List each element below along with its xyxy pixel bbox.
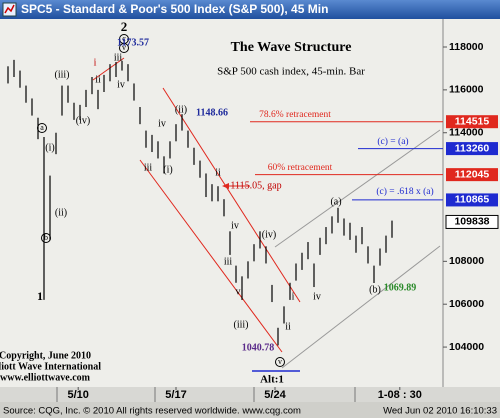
annotation: 1148.66 xyxy=(196,107,228,118)
y-tick-label: 114000 xyxy=(449,127,484,139)
annotation: 1069.89 xyxy=(384,282,417,293)
gap-arrow-head xyxy=(222,183,229,189)
level-label: (c) = .618 x (a) xyxy=(376,186,433,197)
chart-title: The Wave Structure xyxy=(231,40,352,55)
plot-background xyxy=(0,19,500,387)
level-label: (c) = (a) xyxy=(377,136,408,147)
x-tick-label: 5/10 xyxy=(67,389,88,401)
annotation: v xyxy=(278,357,282,366)
footer-timestamp: Wed Jun 02 2010 16:10:33 xyxy=(383,406,497,417)
annotation: a xyxy=(40,123,44,132)
annotation: b xyxy=(44,233,48,242)
annotation: 1040.78 xyxy=(242,342,275,353)
annotation: Copyright, June 2010 xyxy=(0,350,91,361)
annotation: 1115.05, gap xyxy=(230,180,281,191)
annotation: ii xyxy=(285,321,291,332)
annotation: (ii) xyxy=(175,104,187,115)
last-price-label: 109838 xyxy=(454,216,489,228)
annotation: (b) xyxy=(369,284,381,295)
annotation: v xyxy=(122,43,126,52)
x-axis-strip xyxy=(0,387,500,402)
annotation: (ii) xyxy=(55,207,67,218)
annotation: iii xyxy=(114,52,123,63)
footer-bar xyxy=(0,402,500,418)
annotation: i xyxy=(94,57,97,68)
trend-line xyxy=(92,57,125,81)
price-box xyxy=(446,168,498,182)
y-tick-label: 106000 xyxy=(449,298,484,310)
wave-label-circle xyxy=(119,43,129,53)
level-label: 60% retracement xyxy=(268,163,333,173)
y-tick-label: 104000 xyxy=(449,341,484,353)
price-box xyxy=(446,115,498,129)
x-tick-label: 5/17 xyxy=(165,389,186,401)
annotation: v xyxy=(236,286,241,297)
annotation: 2 xyxy=(121,19,128,34)
x-tick-label: 5/24 xyxy=(264,389,286,401)
price-box xyxy=(446,193,498,207)
title-bar xyxy=(0,0,500,19)
annotation: (iii) xyxy=(234,319,249,330)
x-tick-label: 1-08 : 30 xyxy=(378,389,422,401)
annotation: iv xyxy=(117,79,125,90)
window-title: SPC5 - Standard & Poor's 500 Index (S&P … xyxy=(21,2,328,16)
annotation: 1173.57 xyxy=(117,37,149,48)
y-tick-label: 118000 xyxy=(449,41,484,53)
price-box-label: 114515 xyxy=(455,115,490,127)
annotation: iv xyxy=(313,291,321,302)
y-tick-label: 108000 xyxy=(449,255,484,267)
annotation: (i) xyxy=(163,164,172,175)
annotation: Alt:1 xyxy=(260,374,284,386)
price-box-label: 113260 xyxy=(455,142,490,154)
annotation: 1 xyxy=(37,289,43,303)
annotation: iv xyxy=(158,118,166,129)
annotation: (iv) xyxy=(76,115,90,126)
chart-subtitle: S&P 500 cash index, 45-min. Bar xyxy=(217,66,365,78)
last-price-box xyxy=(445,214,499,229)
price-box xyxy=(446,142,498,156)
annotation: iii xyxy=(224,256,233,267)
annotation: www.elliottwave.com xyxy=(0,372,91,383)
channel-line xyxy=(274,129,441,248)
footer-source: Source: CQG, Inc. © 2010 All rights rese… xyxy=(3,406,301,417)
channel-line xyxy=(281,245,441,369)
annotation: (iv) xyxy=(262,229,276,240)
channel-line xyxy=(139,159,283,353)
wave-label-circle xyxy=(275,357,285,367)
annotation: iii xyxy=(144,162,153,173)
annotation: i xyxy=(292,291,295,302)
level-label: 78.6% retracement xyxy=(259,110,331,120)
annotation: (iii) xyxy=(55,69,70,80)
annotation: ii xyxy=(215,167,221,178)
annotation: ii xyxy=(95,74,101,85)
wave-label-circle xyxy=(41,233,51,243)
price-box-label: 112045 xyxy=(455,168,490,180)
annotation: Elliott Wave International xyxy=(0,361,101,372)
channel-line xyxy=(162,87,301,303)
annotation: (i) xyxy=(45,142,54,153)
y-tick-label: 116000 xyxy=(449,84,484,96)
annotation: c xyxy=(122,34,126,43)
annotation: iv xyxy=(231,220,239,231)
price-box-label: 110865 xyxy=(455,194,490,206)
app-icon-graph xyxy=(4,4,15,14)
annotation: (a) xyxy=(330,196,341,207)
wave-label-circle xyxy=(37,123,47,133)
